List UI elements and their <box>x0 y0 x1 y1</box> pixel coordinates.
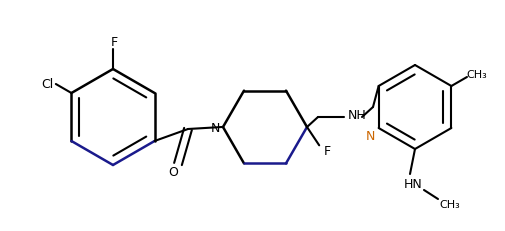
Text: CH₃: CH₃ <box>467 70 487 80</box>
Text: CH₃: CH₃ <box>440 199 461 209</box>
Text: HN: HN <box>403 178 422 191</box>
Text: N: N <box>210 121 220 134</box>
Text: N: N <box>366 130 375 143</box>
Text: F: F <box>324 144 331 157</box>
Text: Cl: Cl <box>42 77 54 90</box>
Text: O: O <box>168 166 178 179</box>
Text: NH: NH <box>348 109 367 122</box>
Text: F: F <box>111 36 118 49</box>
